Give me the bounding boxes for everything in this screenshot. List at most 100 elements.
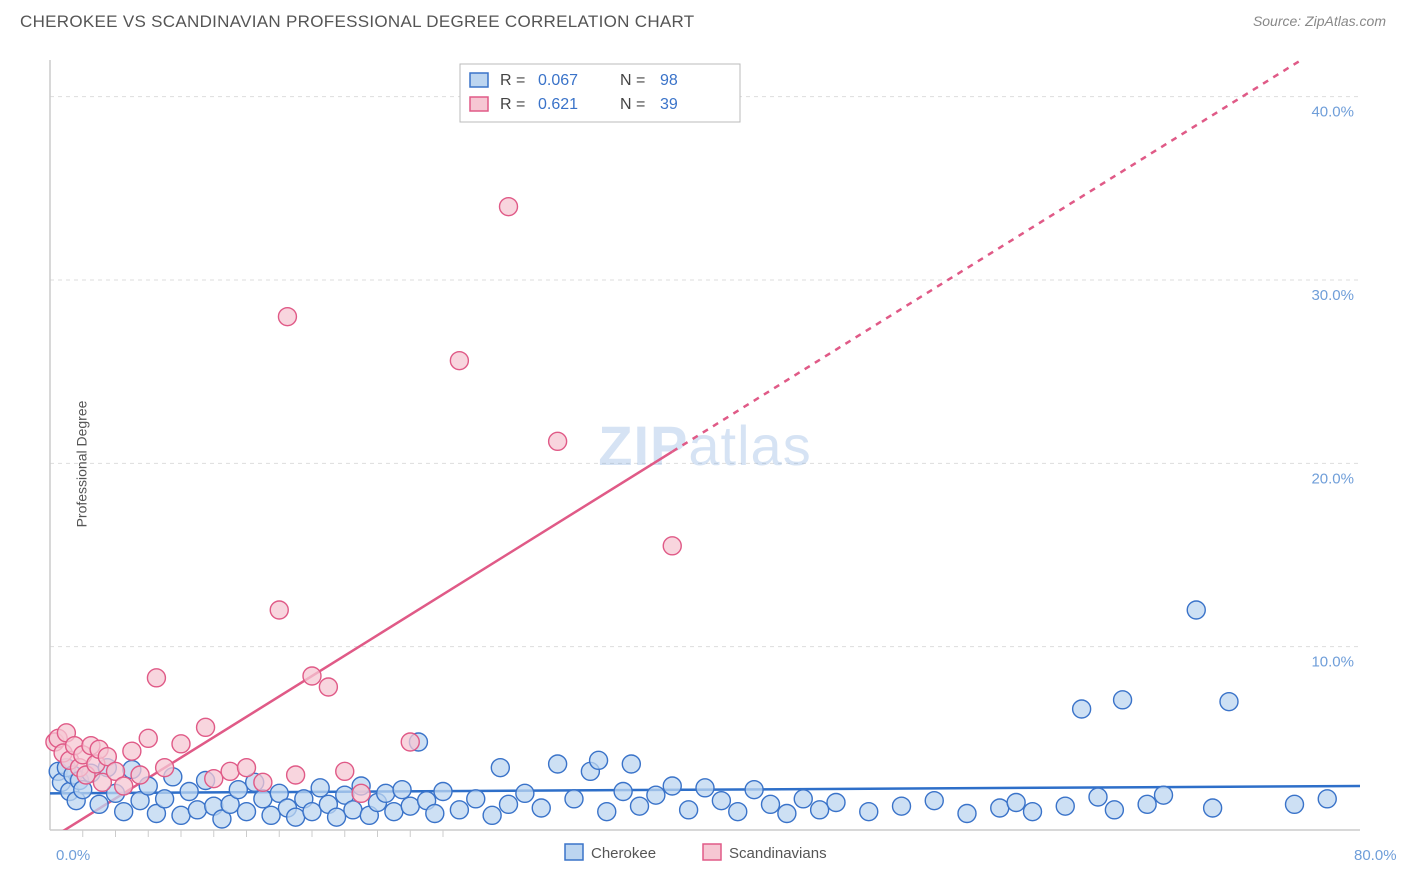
- legend-swatch: [470, 73, 488, 87]
- source-prefix: Source:: [1253, 13, 1305, 29]
- legend-r-label: R =: [500, 72, 525, 89]
- data-point: [500, 198, 518, 216]
- data-point: [401, 733, 419, 751]
- data-point: [696, 779, 714, 797]
- data-point: [1155, 786, 1173, 804]
- data-point: [622, 755, 640, 773]
- legend-n-label: N =: [620, 72, 645, 89]
- legend-r-value: 0.067: [538, 72, 578, 89]
- data-point: [254, 790, 272, 808]
- data-point: [278, 308, 296, 326]
- legend-r-value: 0.621: [538, 96, 578, 113]
- data-point: [336, 762, 354, 780]
- stats-legend: R = 0.067 N = 98 R = 0.621 N = 39: [460, 64, 740, 122]
- scatter-chart: 10.0%20.0%30.0%40.0%0.0%80.0%ZIPatlasR =…: [0, 40, 1406, 888]
- data-point: [172, 735, 190, 753]
- legend-n-label: N =: [620, 96, 645, 113]
- data-point: [450, 801, 468, 819]
- data-point: [1089, 788, 1107, 806]
- data-point: [434, 783, 452, 801]
- data-point: [426, 805, 444, 823]
- data-point: [590, 751, 608, 769]
- data-point: [860, 803, 878, 821]
- data-point: [663, 537, 681, 555]
- x-end-label: 80.0%: [1354, 847, 1397, 864]
- data-point: [377, 784, 395, 802]
- data-point: [958, 805, 976, 823]
- trend-line-dashed: [672, 40, 1360, 452]
- legend-label: Cherokee: [591, 845, 656, 862]
- data-point: [131, 766, 149, 784]
- data-point: [663, 777, 681, 795]
- data-point: [598, 803, 616, 821]
- data-point: [123, 742, 141, 760]
- data-point: [483, 806, 501, 824]
- data-point: [1024, 803, 1042, 821]
- data-point: [1204, 799, 1222, 817]
- data-point: [762, 795, 780, 813]
- data-point: [254, 773, 272, 791]
- data-point: [549, 755, 567, 773]
- data-point: [319, 678, 337, 696]
- data-point: [532, 799, 550, 817]
- legend-n-value: 98: [660, 72, 678, 89]
- data-point: [180, 783, 198, 801]
- data-point: [156, 790, 174, 808]
- data-point: [647, 786, 665, 804]
- data-point: [680, 801, 698, 819]
- legend-label: Scandinavians: [729, 845, 827, 862]
- data-point: [385, 803, 403, 821]
- y-tick-label: 20.0%: [1311, 470, 1354, 487]
- data-point: [115, 777, 133, 795]
- data-point: [1220, 693, 1238, 711]
- x-start-label: 0.0%: [56, 847, 90, 864]
- data-point: [221, 762, 239, 780]
- data-point: [262, 806, 280, 824]
- data-point: [827, 794, 845, 812]
- data-point: [156, 759, 174, 777]
- data-point: [287, 808, 305, 826]
- data-point: [631, 797, 649, 815]
- data-point: [238, 803, 256, 821]
- data-point: [794, 790, 812, 808]
- data-point: [712, 792, 730, 810]
- data-point: [90, 795, 108, 813]
- data-point: [811, 801, 829, 819]
- legend-swatch: [470, 97, 488, 111]
- data-point: [778, 805, 796, 823]
- data-point: [229, 781, 247, 799]
- data-point: [1187, 601, 1205, 619]
- data-point: [303, 667, 321, 685]
- data-point: [1286, 795, 1304, 813]
- data-point: [172, 806, 190, 824]
- data-point: [393, 781, 411, 799]
- data-point: [729, 803, 747, 821]
- y-axis-label: Professional Degree: [73, 401, 89, 528]
- data-point: [1105, 801, 1123, 819]
- data-point: [147, 669, 165, 687]
- legend-n-value: 39: [660, 96, 678, 113]
- data-point: [1056, 797, 1074, 815]
- data-point: [344, 801, 362, 819]
- data-point: [516, 784, 534, 802]
- source-attribution: Source: ZipAtlas.com: [1253, 13, 1386, 31]
- data-point: [565, 790, 583, 808]
- data-point: [287, 766, 305, 784]
- data-point: [1318, 790, 1336, 808]
- watermark: ZIPatlas: [598, 414, 811, 477]
- data-point: [311, 779, 329, 797]
- data-point: [115, 803, 133, 821]
- y-tick-label: 30.0%: [1311, 287, 1354, 304]
- data-point: [1114, 691, 1132, 709]
- legend-swatch: [565, 844, 583, 860]
- legend-r-label: R =: [500, 96, 525, 113]
- data-point: [1007, 794, 1025, 812]
- data-point: [352, 784, 370, 802]
- data-point: [303, 803, 321, 821]
- data-point: [205, 770, 223, 788]
- data-point: [197, 718, 215, 736]
- data-point: [745, 781, 763, 799]
- data-point: [139, 729, 157, 747]
- source-name: ZipAtlas.com: [1305, 13, 1386, 29]
- data-point: [549, 432, 567, 450]
